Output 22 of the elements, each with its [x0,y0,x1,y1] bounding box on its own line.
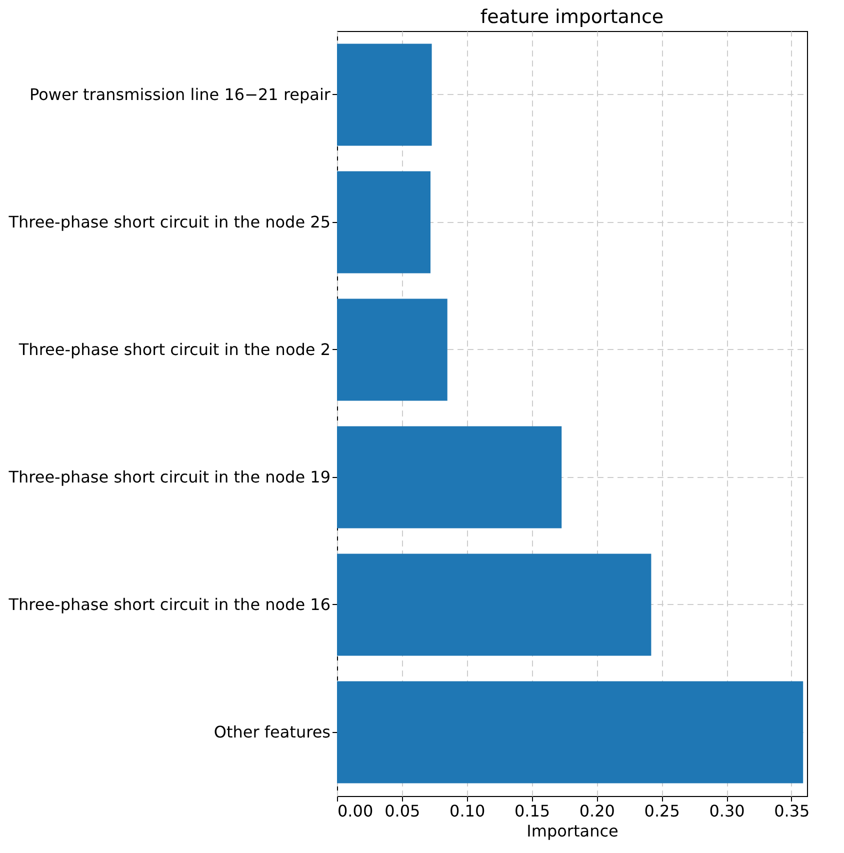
y-tick-label: Three-phase short circuit in the node 25 [8,212,330,232]
bar [337,681,804,784]
x-tick-label: 0.20 [579,802,615,820]
x-axis-title: Importance [526,822,618,840]
x-tick-label: 0.10 [450,802,486,820]
x-tick-label: 0.00 [338,802,374,820]
bar [337,298,448,401]
chart-title: feature importance [480,6,664,28]
y-tick-label: Three-phase short circuit in the node 2 [18,340,330,359]
x-tick-label: 0.30 [709,802,745,820]
y-tick-label: Three-phase short circuit in the node 19 [8,467,330,486]
y-tick-label: Three-phase short circuit in the node 16 [8,594,330,614]
x-tick-label: 0.05 [384,802,420,820]
bar [337,171,430,274]
x-tick-label: 0.15 [514,802,550,820]
y-tick-label: Other features [214,722,330,742]
bar [337,426,562,528]
x-tick-label: 0.35 [774,802,810,820]
x-tick-label: 0.25 [644,802,680,820]
bar [337,554,652,656]
bar [337,44,432,146]
y-tick-label: Power transmission line 16−21 repair [30,84,331,104]
